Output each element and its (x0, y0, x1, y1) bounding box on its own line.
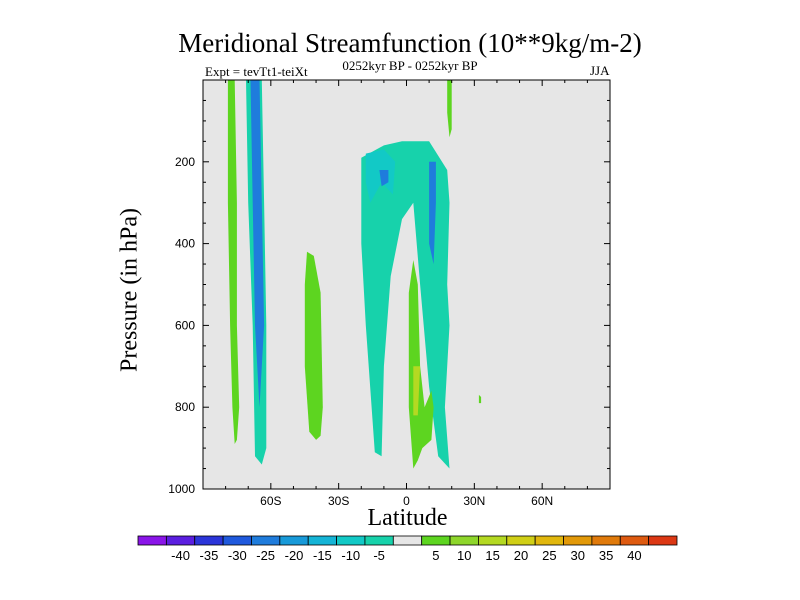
colorbar-swatch (421, 535, 451, 546)
x-tick-label: 30S (328, 494, 349, 508)
region-yellow-core-equator (413, 366, 421, 416)
region-green-dot-north (478, 394, 482, 404)
colorbar-swatch (137, 535, 167, 546)
colorbar-label: 10 (457, 548, 471, 563)
colorbar-label: -15 (313, 548, 332, 563)
region-green-band-north-top (447, 80, 452, 138)
x-axis-label: Latitude (367, 505, 448, 531)
colorbar-label: 40 (627, 548, 641, 563)
contour-regions (227, 80, 482, 469)
x-tick-label: 60N (531, 494, 553, 508)
region-blue-core-north (429, 161, 436, 265)
region-green-band-equator (408, 260, 434, 469)
colorbar-label: -20 (285, 548, 304, 563)
colorbar-swatch (449, 535, 479, 546)
colorbar-swatch (336, 535, 366, 546)
colorbar-label: -10 (341, 548, 360, 563)
colorbar-swatch (251, 535, 281, 546)
chart-title: Meridional Streamfunction (10**9kg/m-2) (178, 28, 642, 58)
experiment-label: Expt = tevTt1-teiXt (205, 64, 308, 79)
colorbar-label: 25 (542, 548, 556, 563)
colorbar-swatch (619, 535, 650, 546)
colorbar-label: 15 (485, 548, 499, 563)
season-label: JJA (590, 63, 610, 78)
colorbar-swatch (194, 535, 224, 546)
colorbar-swatch (534, 535, 564, 546)
y-tick-label: 200 (175, 155, 195, 169)
colorbar-label: -25 (256, 548, 275, 563)
region-green-band-far-south (227, 80, 240, 444)
x-axis-ticks: 60S 30S 0 30N 60N (202, 80, 611, 508)
time-range-label: 0252kyr BP - 0252kyr BP (342, 58, 478, 73)
region-cyan-cell-tropics (361, 141, 450, 469)
y-tick-label: 1000 (168, 482, 195, 496)
colorbar-swatch (165, 535, 196, 546)
colorbar-label: -30 (228, 548, 247, 563)
x-tick-label: 60S (260, 494, 281, 508)
colorbar-swatch (563, 535, 593, 546)
colorbar-swatch (591, 535, 621, 546)
colorbar-swatch (478, 535, 508, 546)
y-tick-label: 800 (175, 400, 195, 414)
region-blue-core-south (379, 170, 389, 187)
region-green-band-south-mid (304, 251, 323, 440)
colorbar-swatch (222, 535, 252, 546)
y-axis-ticks: 200 400 600 800 1000 (168, 79, 610, 496)
colorbar-label: -5 (373, 548, 385, 563)
colorbar: -40 -35 -30 -25 -20 -15 -10 -5 5 10 15 20 25 30 35 40 (137, 535, 678, 563)
colorbar-swatch (307, 535, 337, 546)
colorbar-swatch (364, 535, 394, 546)
colorbar-swatch (392, 535, 423, 546)
colorbar-label: 35 (599, 548, 613, 563)
region-blue-core-west (250, 80, 265, 408)
x-tick-label: 30N (463, 494, 485, 508)
colorbar-swatch (279, 535, 309, 546)
y-tick-label: 600 (175, 318, 195, 332)
colorbar-label: -40 (171, 548, 190, 563)
colorbar-label: 5 (432, 548, 439, 563)
x-tick-label: 0 (403, 494, 410, 508)
colorbar-label: -35 (200, 548, 219, 563)
colorbar-label: 20 (514, 548, 528, 563)
colorbar-label: 30 (570, 548, 584, 563)
colorbar-swatch (648, 535, 678, 546)
y-tick-label: 400 (175, 237, 195, 251)
colorbar-swatch (506, 535, 536, 546)
